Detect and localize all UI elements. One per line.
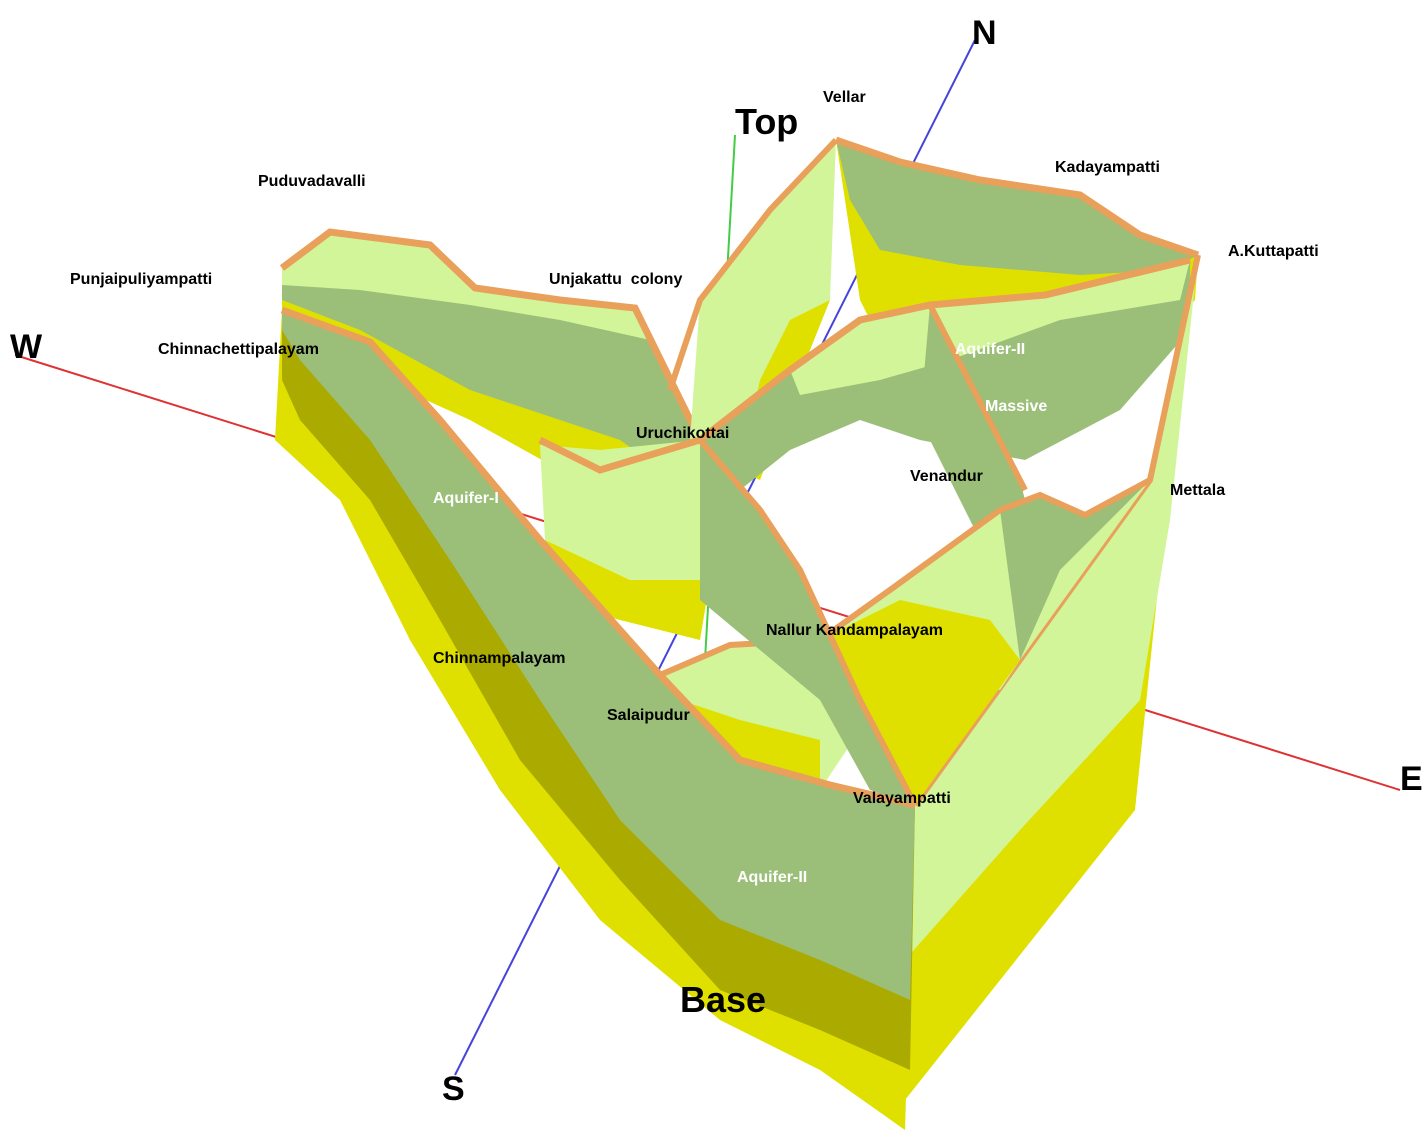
label-unjakattu-colony: Unjakattu colony — [549, 271, 682, 288]
north-label: N — [972, 14, 997, 52]
place-labels: Vellar Kadayampatti A.Kuttapatti Puduvad… — [70, 89, 1319, 807]
label-puduvadavalli: Puduvadavalli — [258, 173, 366, 190]
fence-panel-diagonal — [697, 438, 918, 807]
label-chinnampalayam: Chinnampalayam — [433, 650, 565, 667]
base-label: Base — [680, 979, 766, 1020]
fence-panel-southeast — [818, 477, 1152, 805]
fence-panel-center — [538, 256, 1191, 640]
top-label: Top — [735, 101, 798, 142]
label-kadayampatti: Kadayampatti — [1055, 159, 1160, 176]
direction-labels: N S E W Top Base — [10, 14, 1423, 1108]
layer-labels: Aquifer-I Aquifer-II Massive Aquifer-II — [433, 341, 1047, 886]
label-salaipudur: Salaipudur — [607, 707, 690, 724]
label-aquifer-1: Aquifer-I — [433, 490, 499, 507]
label-nallur-kandampalayam: Nallur Kandampalayam — [766, 622, 943, 639]
label-punjaipuliyampatti: Punjaipuliyampatti — [70, 271, 212, 288]
label-valayampatti: Valayampatti — [853, 790, 951, 807]
fence-panel-southwest — [275, 306, 916, 1130]
label-chinnachettipalayam: Chinnachettipalayam — [158, 341, 319, 358]
south-label: S — [442, 1070, 465, 1108]
west-label: W — [10, 328, 43, 366]
label-massive: Massive — [985, 398, 1047, 415]
label-aquifer-2-north: Aquifer-II — [955, 341, 1025, 358]
label-venandur: Venandur — [910, 468, 983, 485]
label-vellar: Vellar — [823, 89, 866, 106]
label-mettala: Mettala — [1170, 482, 1225, 499]
east-label: E — [1400, 760, 1423, 798]
label-a-kuttapatti: A.Kuttapatti — [1228, 243, 1319, 260]
label-aquifer-2-south: Aquifer-II — [737, 869, 807, 886]
label-uruchikottai: Uruchikottai — [636, 425, 729, 442]
